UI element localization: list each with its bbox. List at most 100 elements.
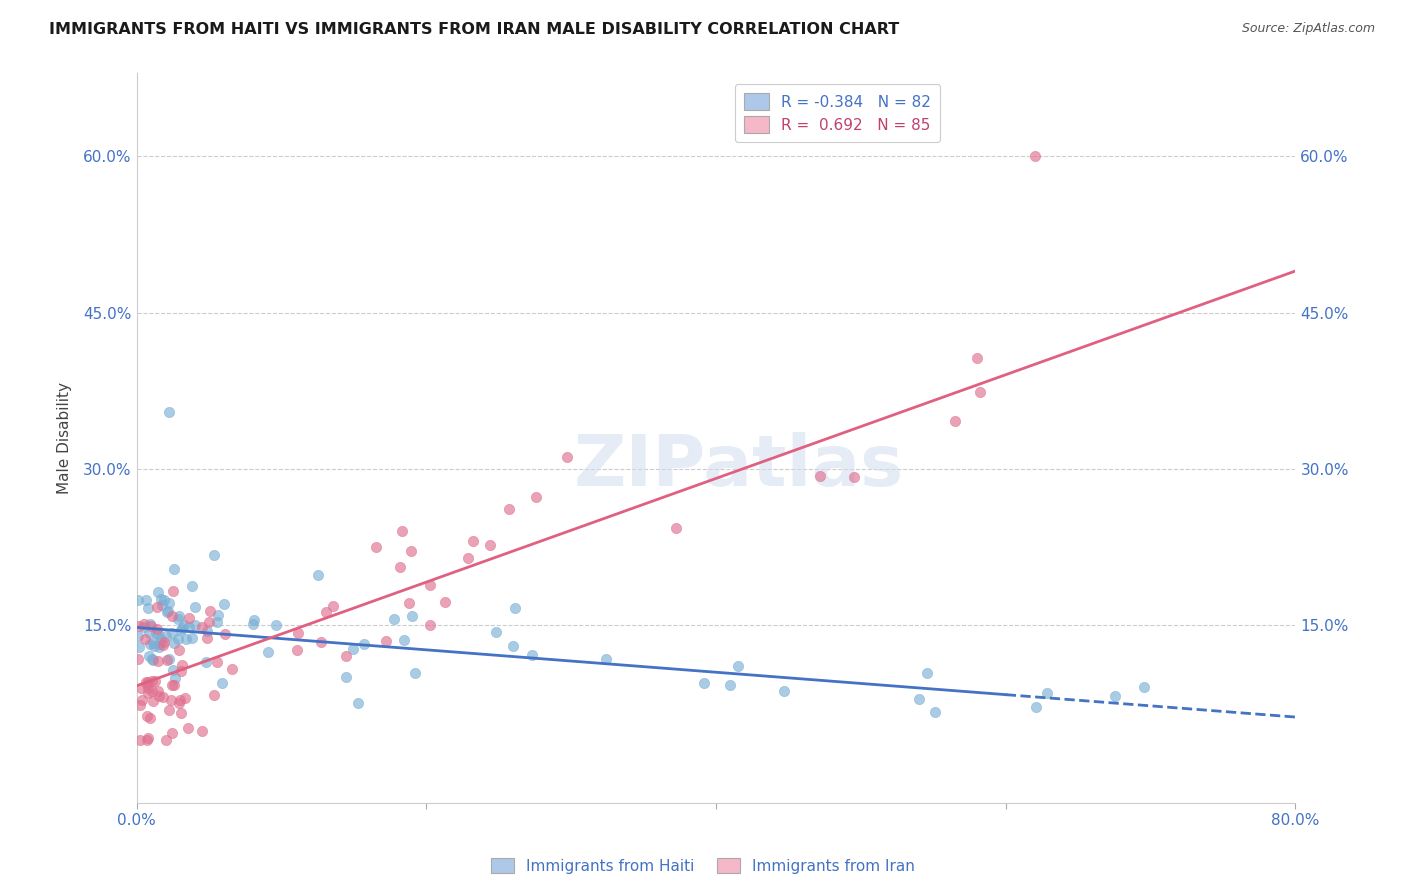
- Point: [256, 645, 278, 659]
- Point: [195, 624, 218, 638]
- Point: [191, 620, 214, 634]
- Point: [135, 708, 157, 723]
- Point: [160, 726, 183, 740]
- Point: [145, 625, 167, 640]
- Point: [177, 611, 200, 625]
- Point: [173, 618, 195, 632]
- Point: [167, 608, 190, 623]
- Point: [135, 592, 157, 607]
- Point: [1025, 699, 1047, 714]
- Point: [136, 733, 159, 747]
- Point: [221, 662, 243, 676]
- Point: [693, 676, 716, 690]
- Point: [160, 678, 183, 692]
- Point: [399, 543, 422, 558]
- Point: [401, 608, 423, 623]
- Point: [391, 524, 413, 538]
- Point: [307, 568, 329, 582]
- Point: [243, 613, 266, 627]
- Point: [167, 632, 190, 646]
- Point: [392, 633, 415, 648]
- Point: [138, 617, 160, 632]
- Point: [127, 592, 149, 607]
- Point: [485, 624, 508, 639]
- Point: [595, 652, 617, 666]
- Point: [148, 640, 170, 654]
- Point: [169, 693, 191, 707]
- Point: [498, 501, 520, 516]
- Point: [166, 612, 188, 626]
- Point: [150, 591, 173, 606]
- Point: [135, 677, 157, 691]
- Point: [143, 673, 166, 688]
- Point: [167, 696, 190, 710]
- Point: [132, 620, 155, 634]
- Point: [148, 654, 170, 668]
- Point: [969, 385, 991, 400]
- Point: [148, 683, 170, 698]
- Point: [773, 683, 796, 698]
- Point: [842, 470, 865, 484]
- Text: ZIPatlas: ZIPatlas: [574, 433, 904, 501]
- Point: [374, 634, 396, 648]
- Point: [157, 405, 180, 419]
- Point: [943, 414, 966, 428]
- Point: [503, 600, 526, 615]
- Point: [128, 640, 150, 654]
- Point: [1024, 149, 1046, 163]
- Point: [148, 637, 170, 651]
- Point: [388, 560, 411, 574]
- Point: [135, 674, 157, 689]
- Point: [195, 655, 218, 669]
- Point: [170, 624, 193, 638]
- Point: [174, 632, 197, 647]
- Point: [134, 632, 156, 646]
- Point: [457, 550, 479, 565]
- Point: [176, 722, 198, 736]
- Point: [478, 538, 501, 552]
- Point: [138, 675, 160, 690]
- Point: [163, 636, 186, 650]
- Point: [808, 469, 831, 483]
- Point: [322, 599, 344, 614]
- Point: [134, 616, 156, 631]
- Point: [184, 618, 207, 632]
- Point: [1104, 690, 1126, 704]
- Point: [139, 711, 162, 725]
- Point: [433, 595, 456, 609]
- Point: [143, 640, 166, 654]
- Point: [128, 698, 150, 712]
- Point: [335, 670, 357, 684]
- Point: [264, 618, 287, 632]
- Point: [174, 690, 197, 705]
- Point: [141, 652, 163, 666]
- Point: [152, 638, 174, 652]
- Point: [242, 617, 264, 632]
- Text: Source: ZipAtlas.com: Source: ZipAtlas.com: [1241, 22, 1375, 36]
- Point: [404, 665, 426, 680]
- Point: [136, 686, 159, 700]
- Point: [181, 579, 204, 593]
- Point: [136, 731, 159, 746]
- Point: [198, 604, 221, 618]
- Point: [287, 626, 309, 640]
- Point: [127, 630, 149, 644]
- Point: [720, 678, 742, 692]
- Point: [163, 562, 186, 576]
- Point: [212, 597, 235, 611]
- Point: [205, 655, 228, 669]
- Point: [177, 620, 200, 634]
- Point: [155, 733, 177, 747]
- Point: [152, 593, 174, 607]
- Legend: R = -0.384   N = 82, R =  0.692   N = 85: R = -0.384 N = 82, R = 0.692 N = 85: [735, 84, 941, 142]
- Point: [727, 658, 749, 673]
- Point: [207, 608, 229, 623]
- Point: [181, 632, 204, 646]
- Point: [170, 706, 193, 720]
- Point: [131, 693, 153, 707]
- Point: [908, 692, 931, 706]
- Point: [191, 724, 214, 739]
- Point: [152, 690, 174, 704]
- Point: [157, 604, 180, 618]
- Point: [160, 609, 183, 624]
